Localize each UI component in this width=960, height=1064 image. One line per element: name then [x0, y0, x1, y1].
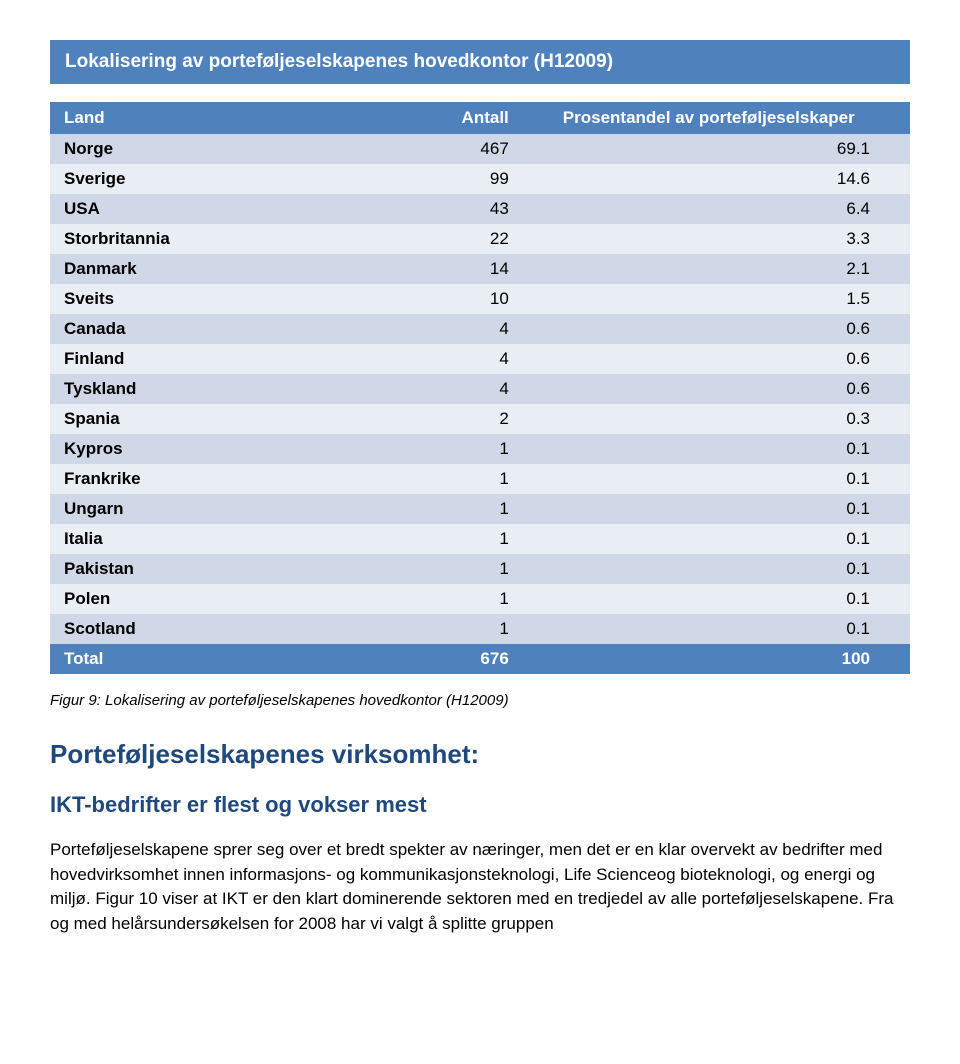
cell-land: Polen	[50, 584, 360, 614]
cell-antall: 2	[360, 404, 549, 434]
cell-pct: 0.1	[549, 554, 910, 584]
cell-pct: 0.1	[549, 434, 910, 464]
cell-land: Italia	[50, 524, 360, 554]
table-row: Sverige9914.6	[50, 164, 910, 194]
cell-total-antall: 676	[360, 644, 549, 674]
table-header-row: Land Antall Prosentandel av porteføljese…	[50, 102, 910, 134]
cell-pct: 0.6	[549, 314, 910, 344]
cell-pct: 14.6	[549, 164, 910, 194]
cell-land: Ungarn	[50, 494, 360, 524]
cell-pct: 69.1	[549, 134, 910, 164]
subheading: IKT-bedrifter er flest og vokser mest	[50, 792, 910, 818]
cell-pct: 0.1	[549, 524, 910, 554]
table-row: Italia10.1	[50, 524, 910, 554]
cell-pct: 0.1	[549, 584, 910, 614]
cell-land: Sveits	[50, 284, 360, 314]
cell-pct: 0.6	[549, 374, 910, 404]
cell-land: Storbritannia	[50, 224, 360, 254]
cell-antall: 1	[360, 614, 549, 644]
col-header-pct: Prosentandel av porteføljeselskaper	[549, 102, 910, 134]
col-header-antall: Antall	[360, 102, 549, 134]
cell-antall: 1	[360, 584, 549, 614]
cell-land: Scotland	[50, 614, 360, 644]
cell-land: Danmark	[50, 254, 360, 284]
cell-land: Norge	[50, 134, 360, 164]
cell-land: Canada	[50, 314, 360, 344]
cell-land: Frankrike	[50, 464, 360, 494]
table-row: Ungarn10.1	[50, 494, 910, 524]
col-header-land: Land	[50, 102, 360, 134]
cell-pct: 0.1	[549, 464, 910, 494]
table-row: Kypros10.1	[50, 434, 910, 464]
table-title: Lokalisering av porteføljeselskapenes ho…	[50, 40, 910, 84]
section-heading: Porteføljeselskapenes virksomhet:	[50, 739, 910, 770]
cell-antall: 43	[360, 194, 549, 224]
table-row: Polen10.1	[50, 584, 910, 614]
cell-total-label: Total	[50, 644, 360, 674]
cell-land: Pakistan	[50, 554, 360, 584]
cell-antall: 4	[360, 374, 549, 404]
cell-land: Spania	[50, 404, 360, 434]
cell-antall: 22	[360, 224, 549, 254]
table-row: Canada40.6	[50, 314, 910, 344]
cell-antall: 1	[360, 434, 549, 464]
body-paragraph: Porteføljeselskapene sprer seg over et b…	[50, 838, 910, 937]
cell-pct: 0.6	[549, 344, 910, 374]
cell-land: Finland	[50, 344, 360, 374]
table-row: USA436.4	[50, 194, 910, 224]
cell-pct: 6.4	[549, 194, 910, 224]
cell-antall: 1	[360, 524, 549, 554]
cell-pct: 0.1	[549, 494, 910, 524]
table-row: Frankrike10.1	[50, 464, 910, 494]
cell-total-pct: 100	[549, 644, 910, 674]
cell-pct: 3.3	[549, 224, 910, 254]
table-row: Norge46769.1	[50, 134, 910, 164]
cell-pct: 0.3	[549, 404, 910, 434]
table-row: Storbritannia223.3	[50, 224, 910, 254]
cell-antall: 99	[360, 164, 549, 194]
cell-pct: 2.1	[549, 254, 910, 284]
table-row: Tyskland40.6	[50, 374, 910, 404]
cell-antall: 1	[360, 494, 549, 524]
cell-antall: 10	[360, 284, 549, 314]
cell-antall: 14	[360, 254, 549, 284]
table-row: Sveits101.5	[50, 284, 910, 314]
cell-land: Sverige	[50, 164, 360, 194]
table-row: Danmark142.1	[50, 254, 910, 284]
cell-antall: 1	[360, 554, 549, 584]
cell-land: Tyskland	[50, 374, 360, 404]
figure-caption: Figur 9: Lokalisering av porteføljeselsk…	[50, 692, 910, 709]
cell-antall: 4	[360, 314, 549, 344]
cell-pct: 0.1	[549, 614, 910, 644]
cell-antall: 467	[360, 134, 549, 164]
table-row: Finland40.6	[50, 344, 910, 374]
location-table: Land Antall Prosentandel av porteføljese…	[50, 102, 910, 674]
page: Lokalisering av porteføljeselskapenes ho…	[0, 0, 960, 967]
table-row: Pakistan10.1	[50, 554, 910, 584]
cell-antall: 4	[360, 344, 549, 374]
table-row: Spania20.3	[50, 404, 910, 434]
cell-land: Kypros	[50, 434, 360, 464]
cell-pct: 1.5	[549, 284, 910, 314]
cell-land: USA	[50, 194, 360, 224]
table-row: Scotland10.1	[50, 614, 910, 644]
cell-antall: 1	[360, 464, 549, 494]
table-spacer	[50, 84, 910, 102]
table-total-row: Total676100	[50, 644, 910, 674]
